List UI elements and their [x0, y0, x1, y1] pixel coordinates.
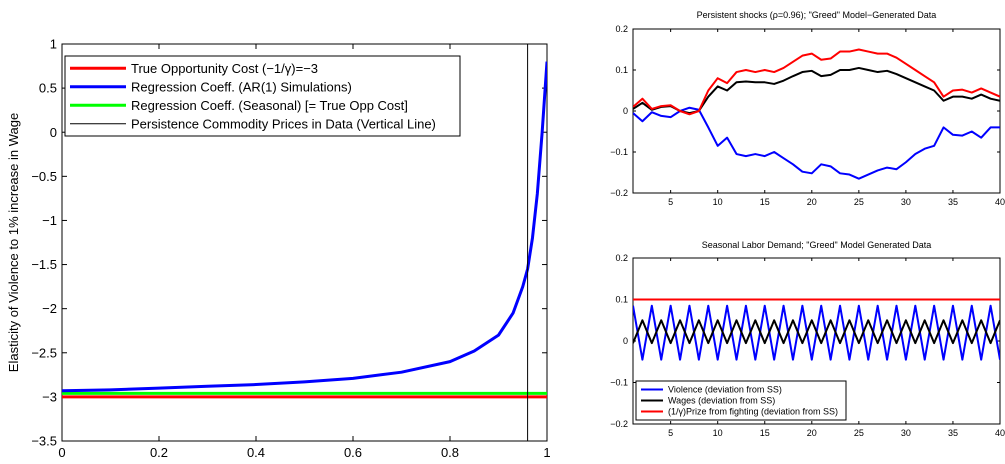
x-tick-label: 20 — [807, 428, 817, 438]
series-line-0 — [633, 106, 1000, 180]
y-tick-label: −3.5 — [31, 434, 57, 449]
x-tick-label: 15 — [760, 428, 770, 438]
y-tick-label: −0.2 — [610, 188, 628, 198]
legend-label: Regression Coeff. (Seasonal) [= True Opp… — [131, 98, 408, 113]
x-tick-label: 25 — [854, 428, 864, 438]
chart-title: Seasonal Labor Demand; "Greed" Model Gen… — [702, 240, 932, 250]
x-tick-label: 0.8 — [441, 445, 459, 460]
y-tick-label: −0.5 — [31, 169, 57, 184]
y-tick-label: 0.1 — [615, 65, 628, 75]
legend: Violence (deviation from SS)Wages (devia… — [635, 380, 847, 421]
legend-label: Violence (deviation from SS) — [668, 385, 782, 395]
legend-label: (1/γ)Prize from fighting (deviation from… — [668, 407, 838, 417]
y-tick-label: 0.1 — [615, 295, 628, 305]
y-tick-label: 0.5 — [39, 81, 57, 96]
x-tick-label: 35 — [948, 428, 958, 438]
x-tick-label: 25 — [854, 197, 864, 207]
y-tick-label: −3 — [42, 389, 57, 404]
y-axis-label: Elasticity of Violence to 1% increase in… — [6, 113, 21, 372]
y-tick-label: −0.1 — [610, 378, 628, 388]
y-tick-label: 0 — [623, 336, 628, 346]
chart-1: 5 10 15 20 25 30 35 40 0.2 0.1 0 −0.1 −0.2 Persistent… — [610, 10, 1005, 207]
series-line-1 — [62, 61, 547, 393]
y-tick-label: 0 — [50, 125, 57, 140]
legend-label: Wages (deviation from SS) — [668, 396, 775, 406]
y-tick-label: −1 — [42, 213, 57, 228]
y-tick-label: −1.5 — [31, 257, 57, 272]
x-tick-label: 0.2 — [150, 445, 168, 460]
series-line-1 — [633, 319, 1000, 345]
y-tick-label: −2 — [42, 301, 57, 316]
x-tick-label: 10 — [713, 428, 723, 438]
x-tick-label: 40 — [995, 197, 1005, 207]
y-tick-label: 0.2 — [615, 24, 628, 34]
legend-box — [635, 380, 847, 421]
x-tick-label: 5 — [668, 428, 673, 438]
x-tick-label: 30 — [901, 428, 911, 438]
chart-title: Persistent shocks (ρ=0.96); "Greed" Mode… — [697, 10, 937, 20]
y-tick-label: 1 — [50, 37, 57, 52]
x-tick-label: 5 — [668, 197, 673, 207]
x-tick-label: 40 — [995, 428, 1005, 438]
x-tick-label: 0 — [58, 445, 65, 460]
x-tick-label: 1 — [543, 445, 550, 460]
x-tick-label: 20 — [807, 197, 817, 207]
y-tick-label: 0.2 — [615, 253, 628, 263]
y-tick-label: −0.1 — [610, 147, 628, 157]
x-tick-label: 15 — [760, 197, 770, 207]
x-tick-label: 10 — [713, 197, 723, 207]
legend-label: Persistence Commodity Prices in Data (Ve… — [131, 116, 436, 131]
legend-box — [64, 55, 461, 137]
x-tick-label: 0.6 — [344, 445, 362, 460]
y-tick-label: 0 — [623, 106, 628, 116]
legend-label: True Opportunity Cost (−1/γ)=−3 — [131, 61, 318, 76]
chart-2: 5 10 15 20 25 30 35 40 0.2 0.1 0 −0.1 −0.2 Seasonal L… — [610, 240, 1005, 438]
legend: True Opportunity Cost (−1/γ)=−3 Regressio… — [64, 55, 461, 137]
y-tick-label: −0.2 — [610, 419, 628, 429]
x-tick-label: 30 — [901, 197, 911, 207]
y-tick-label: −2.5 — [31, 345, 57, 360]
chart-0: 0 0.2 0.4 0.6 0.8 1 1 0.5 0 −0.5 −1 −1.5 −2 −2.5 −3 −3.… — [6, 37, 551, 464]
x-tick-label: 0.4 — [247, 445, 265, 460]
legend-label: Regression Coeff. (AR(1) Simulations) — [131, 79, 352, 94]
series-line-2 — [633, 48, 1000, 116]
x-tick-label: 35 — [948, 197, 958, 207]
